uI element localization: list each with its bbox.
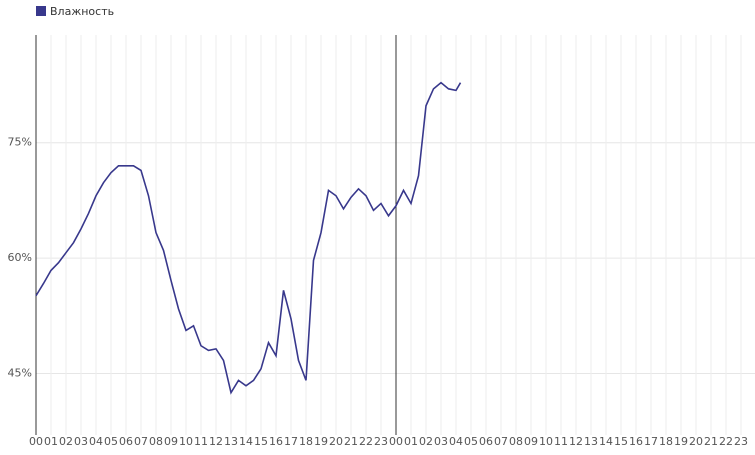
x-tick-label: 18 — [299, 435, 313, 448]
x-tick-label: 01 — [404, 435, 418, 448]
y-tick-label: 75% — [8, 136, 32, 149]
x-tick-label: 08 — [149, 435, 163, 448]
x-tick-label: 14 — [239, 435, 253, 448]
x-tick-label: 03 — [74, 435, 88, 448]
x-tick-label: 09 — [524, 435, 538, 448]
legend-label: Влажность — [50, 5, 114, 18]
x-tick-label: 10 — [179, 435, 193, 448]
x-tick-label: 12 — [569, 435, 583, 448]
x-tick-label: 19 — [314, 435, 328, 448]
x-tick-label: 18 — [659, 435, 673, 448]
x-tick-label: 15 — [254, 435, 268, 448]
x-tick-label: 05 — [464, 435, 478, 448]
x-tick-label: 11 — [554, 435, 568, 448]
x-tick-label: 00 — [389, 435, 403, 448]
x-tick-label: 06 — [479, 435, 493, 448]
x-tick-label: 22 — [359, 435, 373, 448]
x-tick-label: 13 — [584, 435, 598, 448]
x-tick-label: 04 — [449, 435, 463, 448]
x-tick-label: 19 — [674, 435, 688, 448]
legend-swatch — [36, 6, 46, 16]
x-tick-label: 13 — [224, 435, 238, 448]
x-tick-label: 07 — [134, 435, 148, 448]
x-tick-label: 16 — [269, 435, 283, 448]
x-tick-label: 05 — [104, 435, 118, 448]
line — [35, 81, 462, 395]
y-tick-label: 45% — [8, 366, 32, 379]
x-tick-label: 03 — [434, 435, 448, 448]
x-tick-label: 02 — [419, 435, 433, 448]
x-tick-label: 01 — [44, 435, 58, 448]
y-tick-label: 60% — [8, 251, 32, 264]
x-tick-label: 16 — [629, 435, 643, 448]
x-tick-label: 02 — [59, 435, 73, 448]
x-tick-label: 23 — [734, 435, 748, 448]
x-tick-label: 06 — [119, 435, 133, 448]
x-tick-label: 10 — [539, 435, 553, 448]
x-tick-label: 21 — [344, 435, 358, 448]
x-tick-label: 20 — [689, 435, 703, 448]
x-tick-label: 21 — [704, 435, 718, 448]
x-tick-label: 00 — [29, 435, 43, 448]
x-tick-label: 09 — [164, 435, 178, 448]
x-tick-label: 15 — [614, 435, 628, 448]
x-tick-label: 04 — [89, 435, 103, 448]
x-tick-label: 11 — [194, 435, 208, 448]
x-tick-label: 22 — [719, 435, 733, 448]
x-tick-label: 12 — [209, 435, 223, 448]
x-tick-label: 07 — [494, 435, 508, 448]
x-tick-label: 14 — [599, 435, 613, 448]
x-tick-label: 17 — [284, 435, 298, 448]
x-tick-label: 20 — [329, 435, 343, 448]
x-tick-label: 17 — [644, 435, 658, 448]
x-tick-label: 23 — [374, 435, 388, 448]
x-tick-label: 08 — [509, 435, 523, 448]
